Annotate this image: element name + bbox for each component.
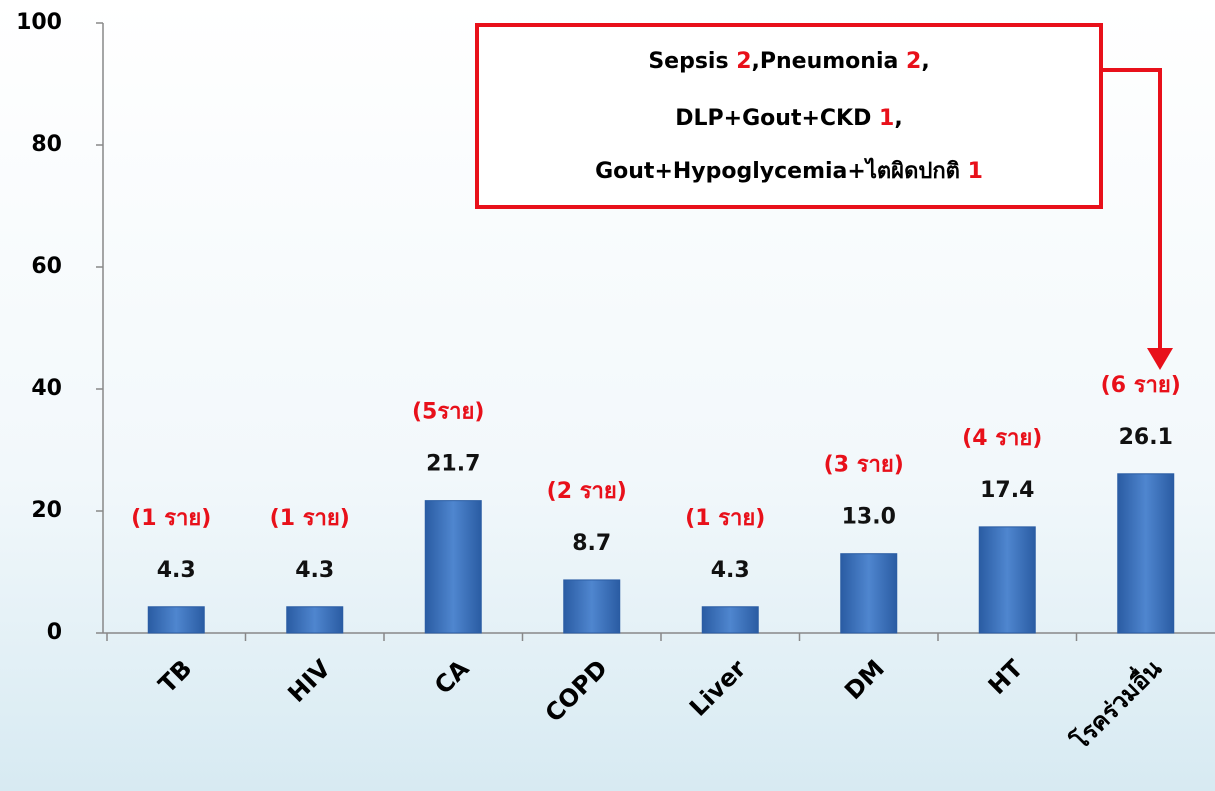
y-tick-label: 80: [31, 132, 62, 157]
value-label: 4.3: [711, 558, 750, 583]
case-label: (1 ราย): [131, 506, 211, 531]
annotation-text: ,: [921, 49, 929, 74]
case-label: (2 ราย): [547, 479, 627, 504]
value-label: 8.7: [572, 531, 611, 556]
case-label: (5ราย): [412, 400, 484, 425]
case-label: (1 ราย): [270, 506, 350, 531]
y-tick-label: 20: [31, 498, 62, 523]
annotation-text: Sepsis: [648, 49, 736, 74]
annotation-box: [475, 23, 1103, 209]
bar: [286, 606, 344, 634]
bar: [1117, 473, 1175, 634]
annotation-text: 1: [968, 159, 983, 184]
annotation-line: Gout+Hypoglycemia+ไตผิดปกติ 1: [595, 157, 983, 184]
value-label: 4.3: [157, 558, 196, 583]
case-label: (4 ราย): [962, 426, 1042, 451]
case-label: (6 ราย): [1101, 373, 1181, 398]
y-tick-label: 0: [47, 620, 62, 645]
value-label: 13.0: [842, 505, 896, 530]
y-tick-label: 40: [31, 376, 62, 401]
annotation-text: DLP+Gout+CKD: [675, 106, 879, 131]
value-label: 17.4: [980, 478, 1034, 503]
arrow-head: [1147, 348, 1173, 370]
bar: [563, 579, 621, 634]
bar: [978, 526, 1036, 634]
y-tick-label: 100: [16, 10, 62, 35]
case-label: (3 ราย): [824, 453, 904, 478]
y-tick-label: 60: [31, 254, 62, 279]
annotation-line: DLP+Gout+CKD 1,: [675, 106, 902, 131]
annotation-text: ,: [894, 106, 902, 131]
value-label: 26.1: [1119, 425, 1173, 450]
annotation-text: 2: [736, 49, 751, 74]
arrow-line: [1101, 68, 1162, 355]
bar: [424, 500, 482, 634]
annotation-text: Gout+Hypoglycemia+ไตผิดปกติ: [595, 157, 968, 184]
value-label: 4.3: [295, 558, 334, 583]
value-label: 21.7: [426, 452, 480, 477]
annotation-text: 1: [879, 106, 894, 131]
case-label: (1 ราย): [685, 506, 765, 531]
annotation-text: ,Pneumonia: [752, 49, 906, 74]
annotation-line: Sepsis 2,Pneumonia 2,: [648, 49, 929, 74]
annotation-text: 2: [906, 49, 921, 74]
bar: [147, 606, 205, 634]
bar: [701, 606, 759, 634]
bar: [840, 553, 898, 634]
